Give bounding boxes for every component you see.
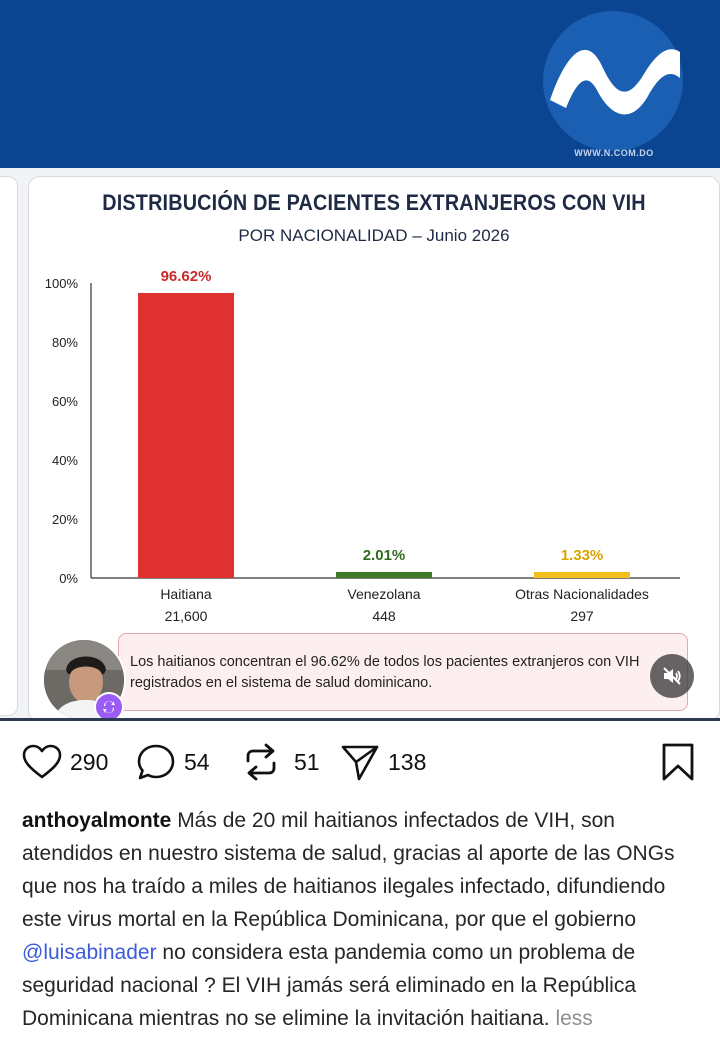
mute-button[interactable] [650,654,694,698]
media-divider [0,718,720,721]
repost-badge [94,692,124,718]
post-media[interactable]: WWW.N.COM.DO DISTRIBUCIÓN DE PACIENTES E… [0,0,720,718]
bar-venezolana [336,572,432,578]
category-count: 21,600 [165,608,208,624]
like-button[interactable]: 290 [22,742,108,782]
category-count: 448 [372,608,396,624]
repost-arrows-icon [246,743,276,781]
category-count: 297 [570,608,594,624]
chart-title: DISTRIBUCIÓN DE PACIENTES EXTRANJEROS CO… [102,190,646,215]
caption-mention[interactable]: @luisabinader [22,941,157,964]
previous-slide-card [0,176,18,716]
y-tick-label: 40% [52,453,78,468]
caption-less-link[interactable]: less [555,1007,593,1030]
bookmark-icon [662,743,694,781]
like-count: 290 [70,748,109,775]
data-label: 2.01% [363,547,406,564]
data-label: 1.33% [561,547,604,564]
note-text: Los haitianos concentran el 96.62% de to… [130,654,640,691]
category-label: Venezolana [347,586,420,602]
repost-button[interactable]: 51 [242,742,320,782]
category-label: Otras Nacionalidades [515,586,649,602]
bar-otras-nacionalidades [534,572,630,578]
share-count: 138 [388,748,427,775]
post-caption: anthoyalmonte Más de 20 mil haitianos in… [22,804,706,1035]
speaker-muted-icon [663,667,681,685]
comment-count: 54 [184,748,210,775]
comment-button[interactable]: 54 [136,742,210,782]
bar-chart: 0% 20% 40% 60% 80% 100% 96.62% 2.01% 1.33% Hait… [45,268,680,624]
data-label: 96.62% [161,268,212,285]
category-label: Haitiana [160,586,212,602]
repost-count: 51 [294,748,320,775]
logo-url-text: WWW.N.COM.DO [574,148,654,158]
caption-username[interactable]: anthoyalmonte [22,809,172,832]
bar-haitiana [138,292,234,578]
y-tick-label: 100% [45,276,79,291]
caption-text: Más de 20 mil haitianos infectados de VI… [22,809,675,931]
y-tick-label: 20% [52,512,78,527]
comment-bubble-icon [137,744,175,780]
n-logo-icon [543,11,683,151]
repost-badge-icon [103,701,115,713]
y-tick-label: 0% [59,571,78,586]
heart-icon [22,744,62,779]
chart-subtitle: POR NACIONALIDAD – Junio 2026 [238,226,510,245]
share-button[interactable]: 138 [340,742,426,782]
save-button[interactable] [660,742,696,782]
paper-plane-icon [341,745,379,781]
y-tick-label: 60% [52,394,78,409]
caption-text-continued: no considera esta pandemia como un probl… [22,941,637,1030]
y-tick-label: 80% [52,335,78,350]
